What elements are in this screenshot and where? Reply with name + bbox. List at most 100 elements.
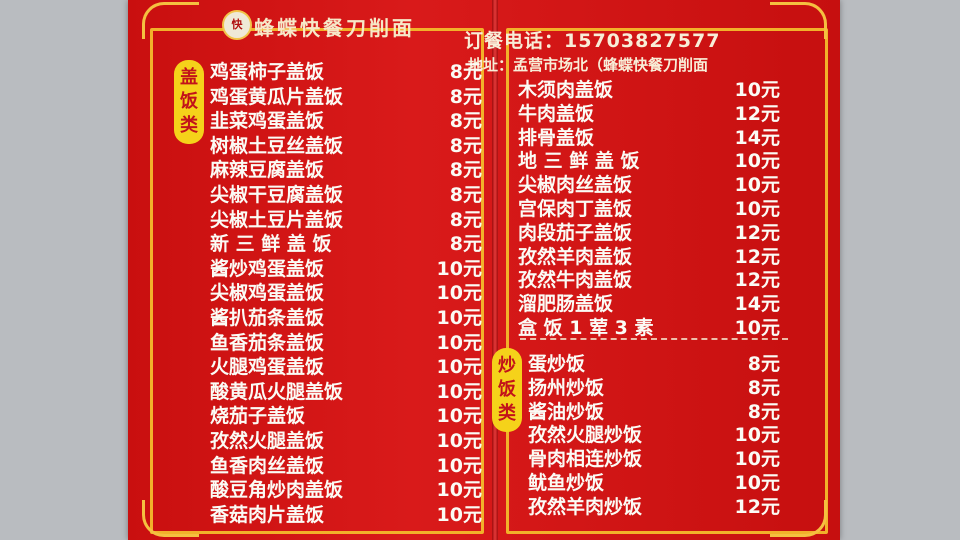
menu-item-name: 尖椒鸡蛋盖饭 <box>210 282 325 305</box>
menu-item: 酸黄瓜火腿盖饭 10元 <box>210 380 482 404</box>
menu-item-price: 10元 <box>734 317 780 339</box>
menu-item-name: 新 三 鲜 盖 饭 <box>210 233 332 256</box>
menu-item: 鸡蛋黄瓜片盖饭 8元 <box>210 85 482 109</box>
order-phone: 订餐电话：15703827577 <box>464 30 721 52</box>
menu-item-price: 8元 <box>449 61 482 83</box>
corner-ornament-icon <box>770 2 827 39</box>
menu-item-price: 14元 <box>734 126 780 149</box>
menu-item-name: 孜然火腿盖饭 <box>210 430 325 452</box>
menu-item-price: 8元 <box>747 376 780 399</box>
menu-item: 火腿鸡蛋盖饭 10元 <box>210 355 482 379</box>
menu-item: 溜肥肠盖饭 14元 <box>518 292 780 316</box>
menu-item: 鱿鱼炒饭 10元 <box>528 471 780 495</box>
menu-item-name: 蛋炒饭 <box>528 353 586 375</box>
menu-item: 麻辣豆腐盖饭 8元 <box>210 158 482 182</box>
shop-logo-icon: 快 <box>222 10 252 40</box>
corner-ornament-icon <box>142 2 199 39</box>
menu-item-name: 溜肥肠盖饭 <box>518 293 614 316</box>
menu-item: 宫保肉丁盖饭 10元 <box>518 197 780 221</box>
menu-item: 蛋炒饭 8元 <box>528 352 780 376</box>
menu-item-name: 麻辣豆腐盖饭 <box>210 159 325 182</box>
menu-item: 孜然火腿盖饭 10元 <box>210 429 482 453</box>
menu-item-name: 牛肉盖饭 <box>518 102 595 125</box>
menu-item-name: 木须肉盖饭 <box>518 79 614 101</box>
menu-item: 尖椒肉丝盖饭 10元 <box>518 173 780 197</box>
shop-address: 地址：孟营市场北（蜂蝶快餐刀削面 <box>468 56 709 74</box>
menu-item-name: 酱油炒饭 <box>528 400 605 423</box>
menu-item-name: 宫保肉丁盖饭 <box>518 198 633 220</box>
menu-item-price: 10元 <box>734 79 780 101</box>
menu-item-price: 8元 <box>449 233 482 256</box>
menu-item: 盒 饭 1 荤 3 素 10元 <box>518 316 780 340</box>
menu-item-price: 10元 <box>436 405 482 428</box>
menu-item-name: 孜然羊肉盖饭 <box>518 245 633 268</box>
menu-item-name: 树椒土豆丝盖饭 <box>210 134 344 157</box>
menu-item: 烧茄子盖饭 10元 <box>210 404 482 428</box>
menu-item-name: 鸡蛋黄瓜片盖饭 <box>210 85 344 108</box>
menu-item: 酱扒茄条盖饭 10元 <box>210 306 482 330</box>
menu-item: 孜然羊肉炒饭 12元 <box>528 495 780 519</box>
menu-item-name: 盒 饭 1 荤 3 素 <box>518 317 654 339</box>
menu-item-name: 尖椒干豆腐盖饭 <box>210 184 344 206</box>
menu-item: 酱炒鸡蛋盖饭 10元 <box>210 257 482 281</box>
menu-item-price: 12元 <box>734 102 780 125</box>
menu-item-name: 酱扒茄条盖饭 <box>210 307 325 329</box>
menu-item-price: 10元 <box>436 454 482 477</box>
menu-item-price: 12元 <box>734 245 780 268</box>
menu-item-price: 14元 <box>734 293 780 316</box>
left-panel-border <box>150 28 484 534</box>
menu-item-name: 鱼香肉丝盖饭 <box>210 454 325 477</box>
menu-item-price: 10元 <box>734 472 780 494</box>
menu-item-price: 10元 <box>734 198 780 220</box>
menu-item-price: 10元 <box>436 430 482 452</box>
shop-name: 蜂蝶快餐刀削面 <box>254 16 415 40</box>
menu-item-name: 尖椒肉丝盖饭 <box>518 174 633 197</box>
menu-item-price: 8元 <box>449 208 482 231</box>
menu-item-name: 孜然牛肉盖饭 <box>518 269 633 292</box>
menu-item: 酱油炒饭 8元 <box>528 400 780 424</box>
menu-item: 孜然牛肉盖饭 12元 <box>518 268 780 292</box>
menu-item: 尖椒鸡蛋盖饭 10元 <box>210 281 482 305</box>
menu-item-price: 10元 <box>436 307 482 329</box>
menu-item: 树椒土豆丝盖饭 8元 <box>210 134 482 158</box>
menu-item-name: 韭菜鸡蛋盖饭 <box>210 110 325 133</box>
menu-item-price: 12元 <box>734 269 780 292</box>
menu-item-price: 8元 <box>449 110 482 133</box>
menu-item: 肉段茄子盖饭 12元 <box>518 221 780 245</box>
menu-item-name: 香菇肉片盖饭 <box>210 503 325 526</box>
menu-item: 香菇肉片盖饭 10元 <box>210 503 482 527</box>
menu-item: 新 三 鲜 盖 饭 8元 <box>210 232 482 256</box>
menu-item: 木须肉盖饭 10元 <box>518 78 780 102</box>
menu-item-name: 火腿鸡蛋盖饭 <box>210 356 325 379</box>
menu-item: 孜然火腿炒饭 10元 <box>528 423 780 447</box>
menu-item-name: 鱼香茄条盖饭 <box>210 331 325 354</box>
menu-item: 扬州炒饭 8元 <box>528 376 780 400</box>
menu-item-price: 10元 <box>734 424 780 447</box>
menu-item-name: 地 三 鲜 盖 饭 <box>518 150 640 173</box>
section-divider <box>520 338 788 340</box>
menu-item: 酸豆角炒肉盖饭 10元 <box>210 478 482 502</box>
section-badge-gaifan: 盖饭类 <box>174 60 204 144</box>
menu-item-price: 10元 <box>436 503 482 526</box>
menu-item-name: 酸豆角炒肉盖饭 <box>210 479 344 502</box>
menu-item-price: 8元 <box>449 85 482 108</box>
menu-item: 地 三 鲜 盖 饭 10元 <box>518 149 780 173</box>
menu-item: 鱼香茄条盖饭 10元 <box>210 331 482 355</box>
menu-item-price: 8元 <box>449 134 482 157</box>
menu-item-price: 12元 <box>734 221 780 244</box>
menu-item-price: 10元 <box>436 356 482 379</box>
menu-item-price: 12元 <box>734 495 780 518</box>
menu-item: 鱼香肉丝盖饭 10元 <box>210 454 482 478</box>
menu-item-name: 尖椒土豆片盖饭 <box>210 208 344 231</box>
menu-item-price: 10元 <box>436 380 482 403</box>
menu-item-name: 酸黄瓜火腿盖饭 <box>210 380 344 403</box>
section-badge-chaofan: 炒饭类 <box>492 348 522 432</box>
menu-item-name: 排骨盖饭 <box>518 126 595 149</box>
menu-fold-crease <box>492 0 498 540</box>
menu-item-price: 10元 <box>436 331 482 354</box>
menu-item-price: 10元 <box>734 150 780 173</box>
menu-item-name: 孜然羊肉炒饭 <box>528 495 643 518</box>
menu-item-price: 10元 <box>436 257 482 280</box>
menu-item-price: 10元 <box>734 174 780 197</box>
menu-item-name: 孜然火腿炒饭 <box>528 424 643 447</box>
